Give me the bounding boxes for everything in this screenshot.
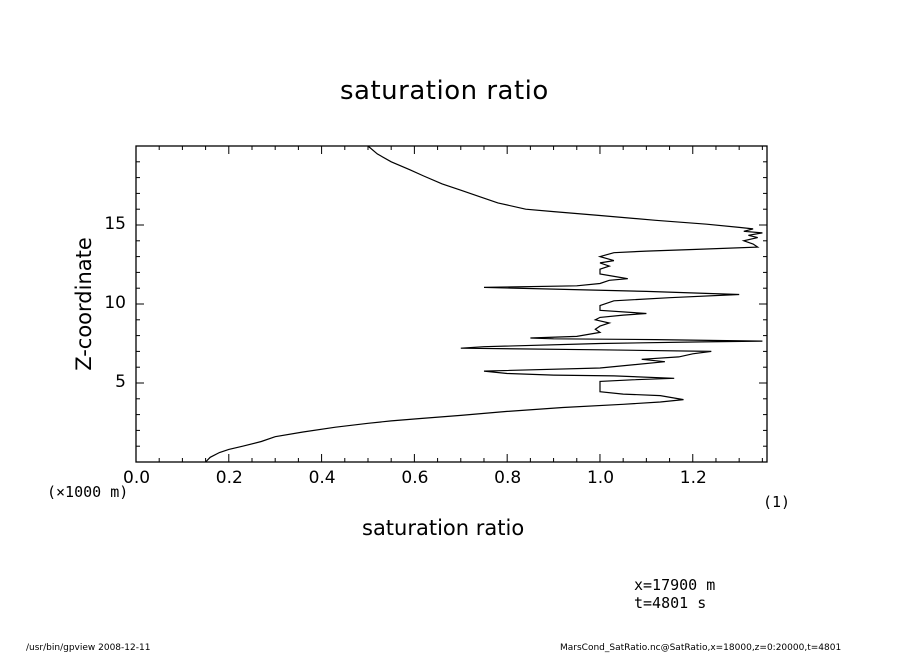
tick-marks [135,145,767,463]
x-tick-label: 1.2 [679,468,707,488]
plot-frame [135,145,768,463]
x-unit-note: (1) [763,493,791,511]
y-unit-note: (×1000 m) [47,483,129,501]
x-tick-label: 0.0 [123,468,151,488]
footer-left: /usr/bin/gpview 2008-12-11 [26,643,151,653]
series-line-saturation-ratio [205,145,763,463]
annotation-x-position: x=17900 m [634,576,716,594]
x-tick-label: 0.4 [308,468,336,488]
x-tick-label: 0.8 [494,468,522,488]
y-tick-label: 15 [104,214,126,234]
y-tick-label: 5 [115,372,126,392]
annotation-time: t=4801 s [634,594,707,612]
y-axis-label: Z-coordinate [72,237,96,371]
x-tick-label: 0.2 [215,468,243,488]
chart-title: saturation ratio [340,76,549,106]
x-tick-label: 1.0 [586,468,615,488]
footer-right: MarsCond_SatRatio.nc@SatRatio,x=18000,z=… [560,643,842,653]
y-tick-label: 10 [104,293,126,313]
x-axis-label: saturation ratio [362,516,525,540]
x-tick-label: 0.6 [401,468,429,488]
